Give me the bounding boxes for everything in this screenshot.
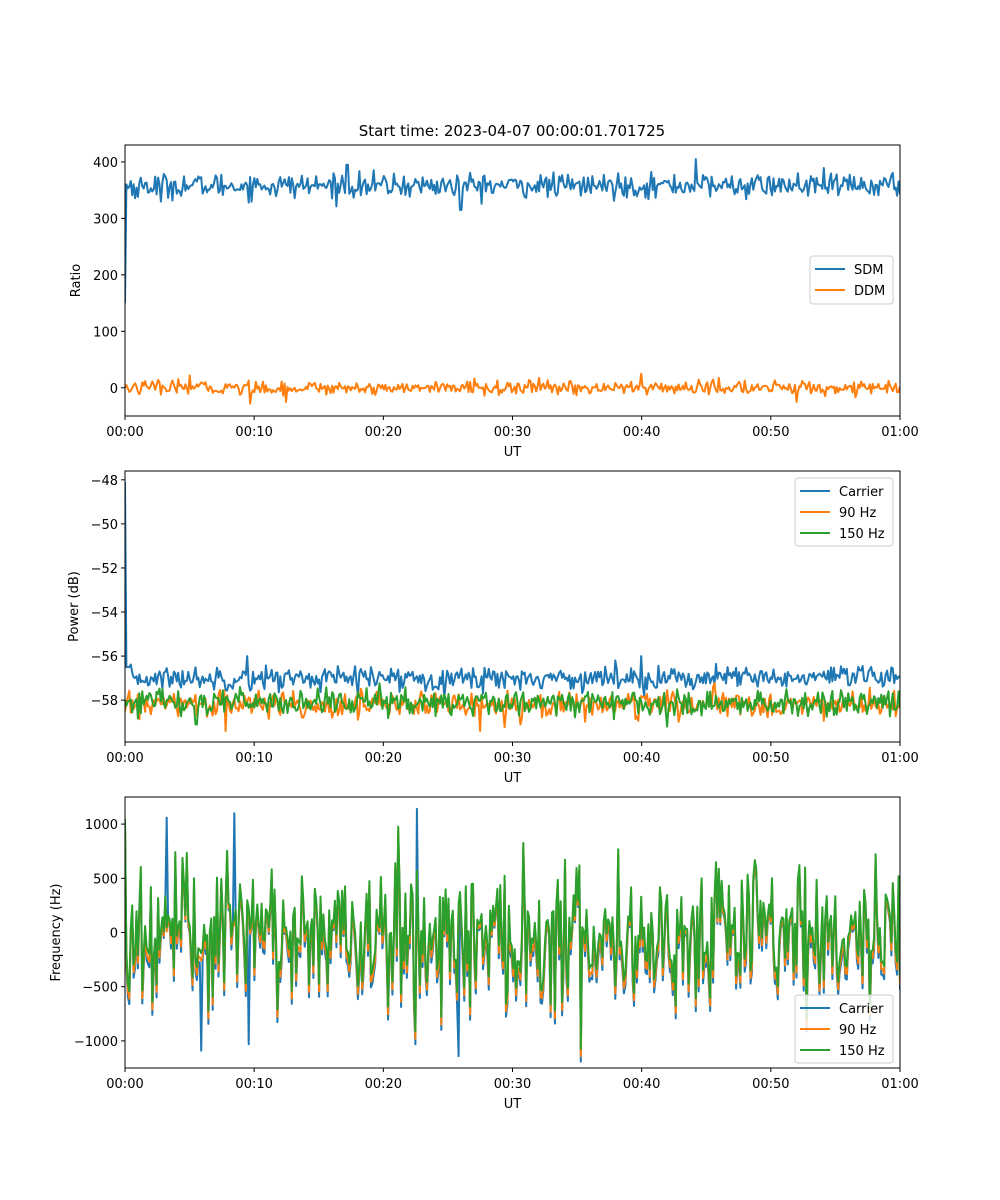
x-tick-label: 00:10 bbox=[235, 751, 272, 766]
legend: Carrier 90 Hz 150 Hz bbox=[794, 477, 894, 547]
y-tick-label: 0 bbox=[110, 382, 118, 397]
legend-box bbox=[794, 477, 894, 547]
series-line-carrier bbox=[125, 481, 900, 700]
x-tick-label: 00:10 bbox=[235, 425, 272, 440]
y-tick-label: 200 bbox=[93, 269, 118, 284]
x-tick-label: 00:50 bbox=[752, 425, 789, 440]
x-tick-label: 00:40 bbox=[623, 1077, 660, 1092]
legend-label: DDM bbox=[854, 284, 885, 299]
x-tick-label: 00:40 bbox=[623, 751, 660, 766]
legend-label: Carrier bbox=[839, 1002, 884, 1017]
y-axis-label: Frequency (Hz) bbox=[49, 883, 64, 981]
x-tick-label: 00:30 bbox=[494, 425, 531, 440]
x-tick-label: 00:20 bbox=[365, 751, 402, 766]
legend-label: SDM bbox=[854, 263, 883, 278]
y-axis-label: Ratio bbox=[69, 264, 84, 297]
legend-label: Carrier bbox=[839, 485, 884, 500]
x-tick-label: 00:40 bbox=[623, 425, 660, 440]
y-tick-label: −58 bbox=[91, 694, 118, 709]
x-tick-label: 01:00 bbox=[881, 751, 918, 766]
y-tick-label: −54 bbox=[91, 606, 118, 621]
y-tick-label: 0 bbox=[110, 927, 118, 942]
y-tick-label: 400 bbox=[93, 156, 118, 171]
legend-box bbox=[794, 994, 894, 1064]
figure-title: Start time: 2023-04-07 00:00:01.701725 bbox=[359, 122, 665, 140]
legend: SDM DDM bbox=[809, 255, 894, 305]
x-tick-label: 00:20 bbox=[365, 1077, 402, 1092]
legend-label: 90 Hz bbox=[839, 506, 876, 521]
x-tick-label: 00:50 bbox=[752, 751, 789, 766]
y-tick-label: 300 bbox=[93, 212, 118, 227]
y-tick-label: −500 bbox=[82, 981, 118, 996]
x-axis-label: UT bbox=[504, 445, 522, 460]
series-line-ddm bbox=[125, 372, 900, 405]
x-tick-label: 00:20 bbox=[365, 425, 402, 440]
chart-panel-2: 00:00 00:10 00:20 00:30 00:40 00:50 01:00 −58 −5… bbox=[67, 470, 919, 786]
y-tick-label: 100 bbox=[93, 325, 118, 340]
x-axis-label: UT bbox=[504, 1097, 522, 1112]
plot-area bbox=[125, 158, 900, 405]
y-tick-label: 1000 bbox=[85, 818, 118, 833]
x-tick-label: 00:30 bbox=[494, 751, 531, 766]
y-tick-label: −1000 bbox=[74, 1035, 118, 1050]
plot-area bbox=[125, 481, 900, 732]
y-tick-label: −52 bbox=[91, 562, 118, 577]
series-line-150-hz bbox=[125, 682, 900, 728]
x-tick-label: 01:00 bbox=[881, 1077, 918, 1092]
plot-area bbox=[125, 807, 900, 1063]
x-tick-label: 00:50 bbox=[752, 1077, 789, 1092]
x-axis-label: UT bbox=[504, 771, 522, 786]
y-tick-label: −50 bbox=[91, 518, 118, 533]
x-tick-label: 00:10 bbox=[235, 1077, 272, 1092]
legend-label: 150 Hz bbox=[839, 527, 885, 542]
x-tick-label: 00:00 bbox=[106, 425, 143, 440]
x-tick-label: 00:30 bbox=[494, 1077, 531, 1092]
panels: 00:00 00:10 00:20 00:30 00:40 00:50 01:00 0 100 2… bbox=[49, 144, 919, 1112]
y-axis-label: Power (dB) bbox=[67, 571, 82, 642]
series-line-sdm bbox=[125, 158, 900, 304]
y-tick-label: −56 bbox=[91, 650, 118, 665]
x-tick-label: 01:00 bbox=[881, 425, 918, 440]
chart-panel-1: 00:00 00:10 00:20 00:30 00:40 00:50 01:00 0 100 2… bbox=[69, 144, 919, 460]
y-tick-label: −48 bbox=[91, 474, 118, 489]
legend-label: 90 Hz bbox=[839, 1023, 876, 1038]
series-line-150-hz bbox=[125, 818, 900, 1050]
legend-label: 150 Hz bbox=[839, 1044, 885, 1059]
legend: Carrier 90 Hz 150 Hz bbox=[794, 994, 894, 1064]
x-tick-label: 00:00 bbox=[106, 751, 143, 766]
x-tick-label: 00:00 bbox=[106, 1077, 143, 1092]
chart-panel-3: 00:00 00:10 00:20 00:30 00:40 00:50 01:00 −1000… bbox=[49, 796, 919, 1112]
y-tick-label: 500 bbox=[93, 872, 118, 887]
